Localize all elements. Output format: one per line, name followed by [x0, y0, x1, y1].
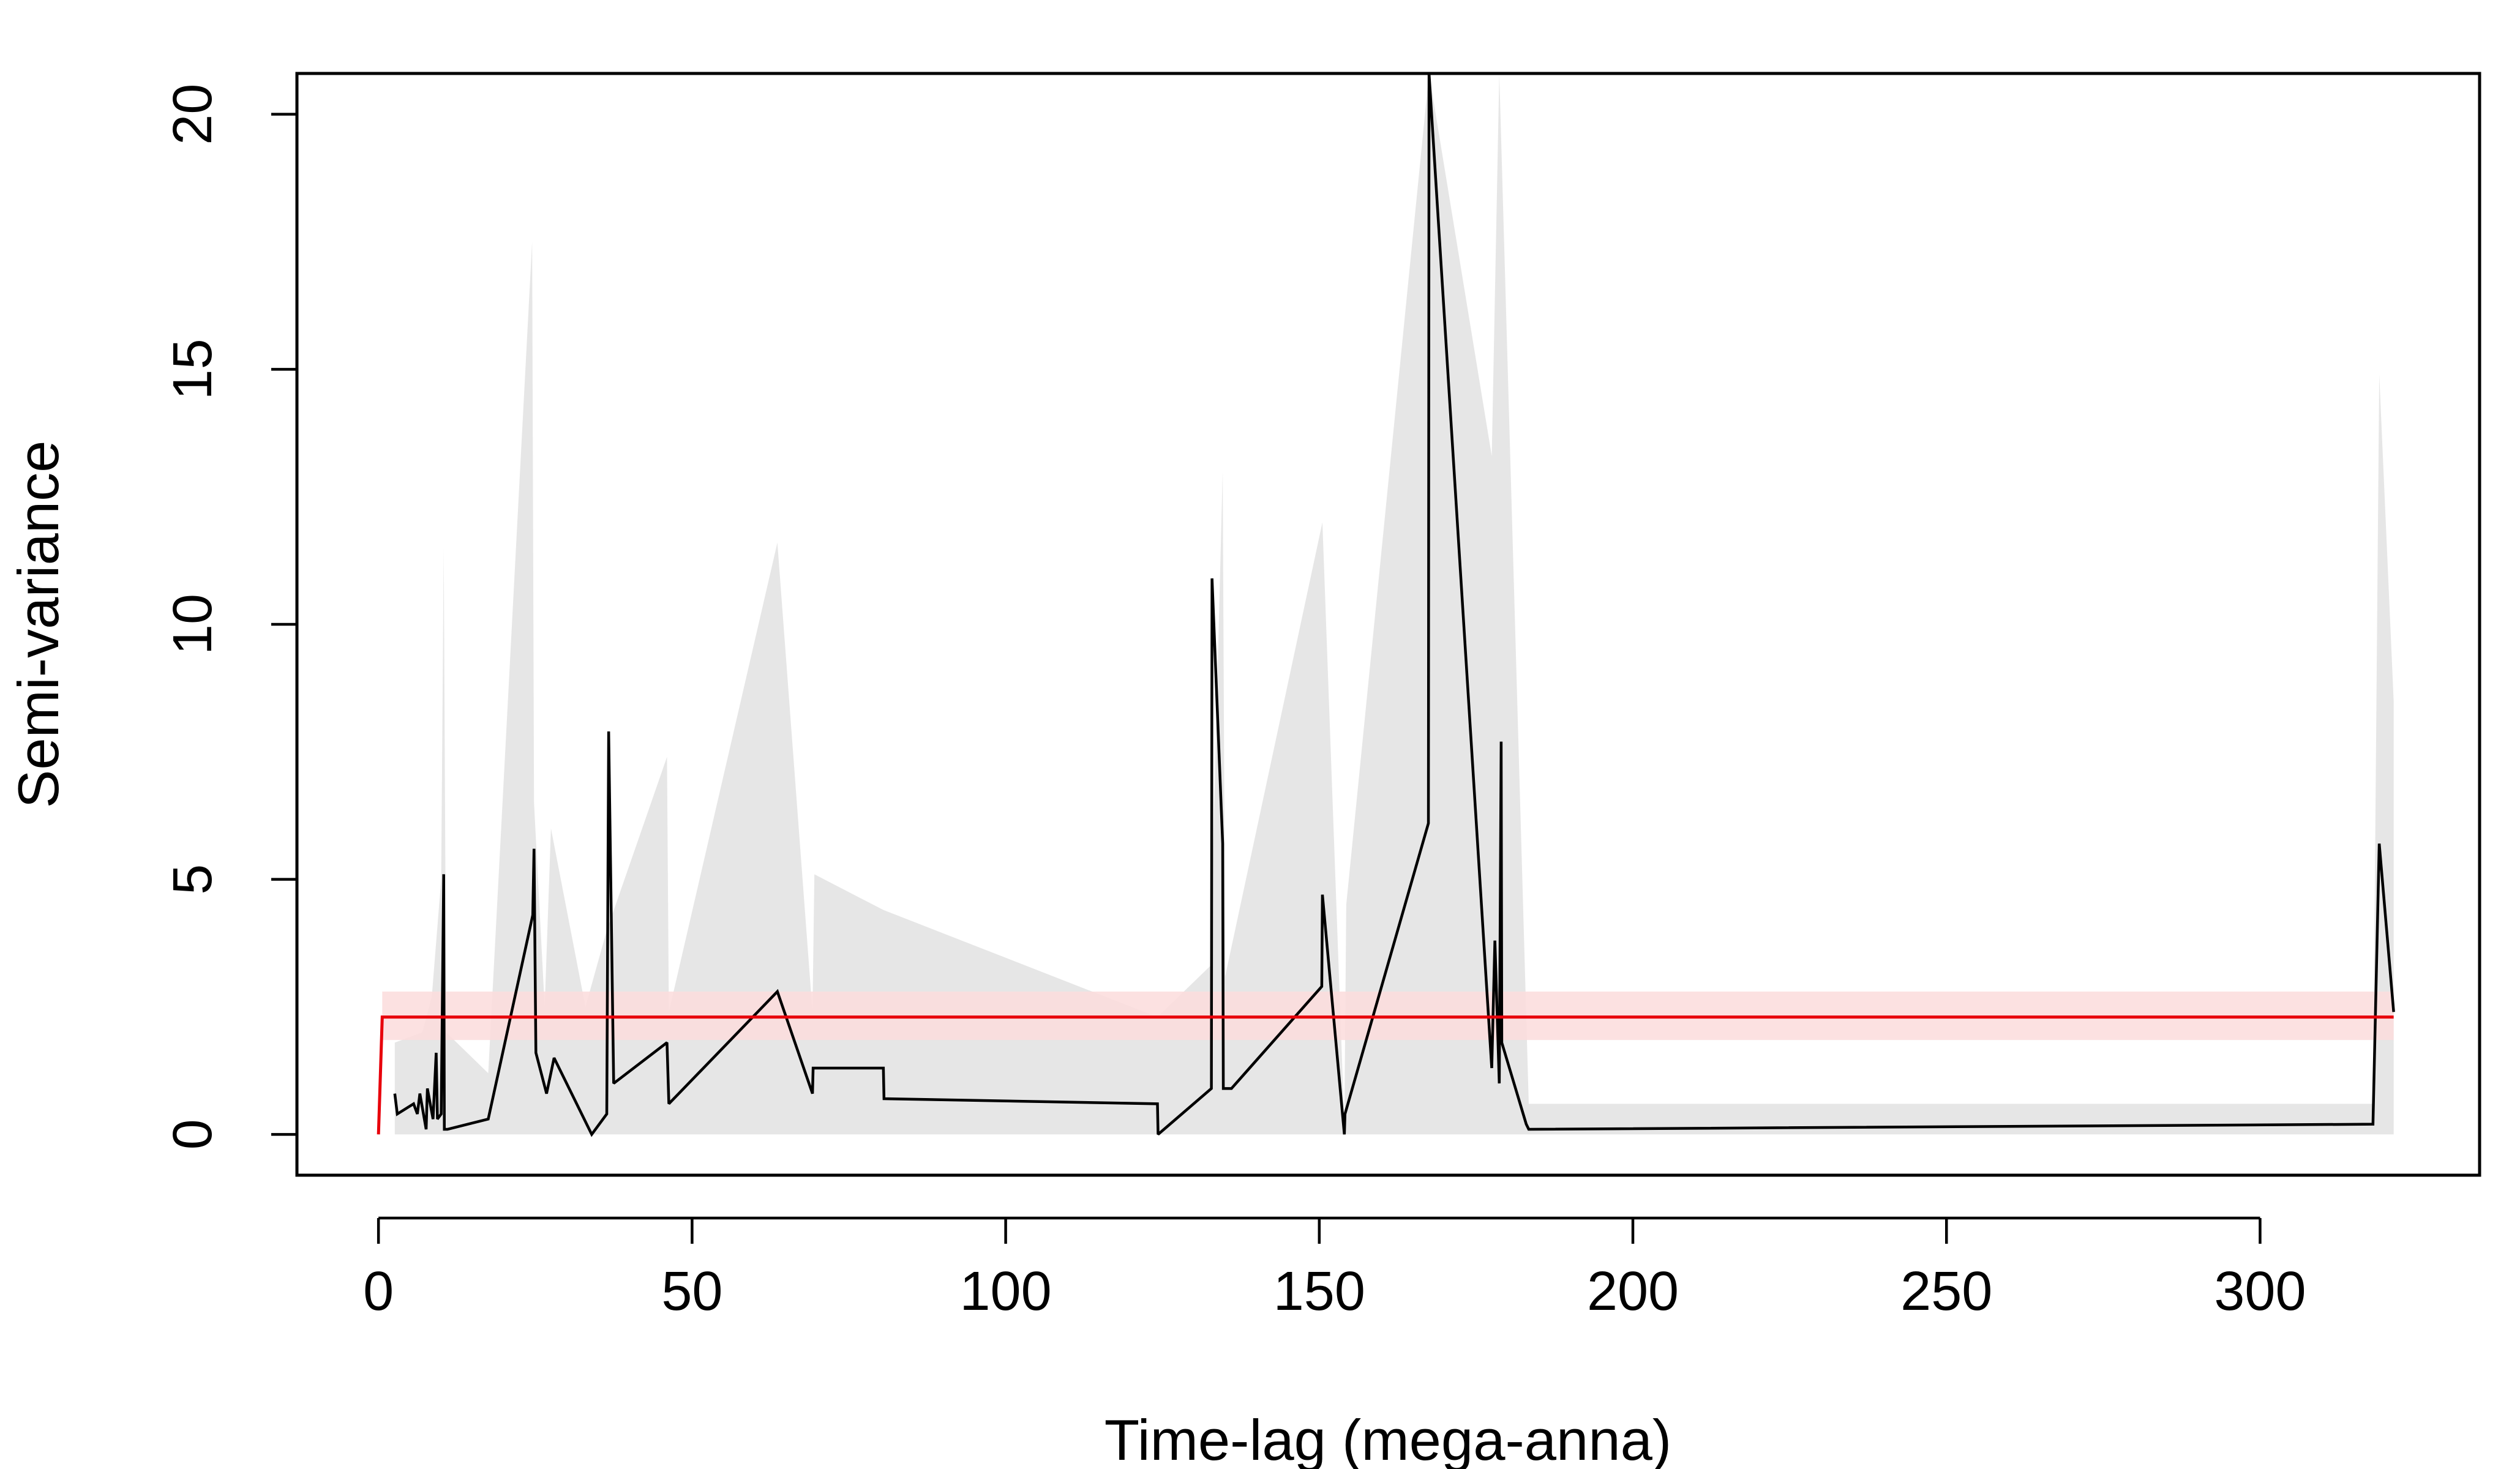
y-tick-label: 10 [162, 594, 223, 655]
y-tick-label: 0 [162, 1119, 223, 1149]
y-tick-label: 15 [162, 338, 223, 400]
x-tick-label: 50 [661, 1261, 722, 1322]
y-tick-label: 5 [162, 864, 223, 895]
x-tick-label: 150 [1273, 1261, 1365, 1322]
x-tick-label: 250 [1900, 1261, 1992, 1322]
y-axis-title: Semi-variance [6, 441, 70, 809]
x-tick-label: 200 [1587, 1261, 1679, 1322]
y-axis: 0 5 10 15 20 [162, 84, 299, 1149]
x-tick-label: 100 [960, 1261, 1052, 1322]
y-tick-label: 20 [162, 84, 223, 145]
x-axis: 0 50 100 150 200 250 300 [363, 1216, 2306, 1322]
empirical-line [393, 73, 2395, 1137]
x-tick-label: 0 [363, 1261, 394, 1322]
envelope-band [394, 73, 2394, 1135]
x-axis-title: Time-lag (mega-anna) [1104, 1408, 1671, 1469]
model-line [377, 1015, 2394, 1135]
x-tick-label: 300 [2214, 1261, 2306, 1322]
